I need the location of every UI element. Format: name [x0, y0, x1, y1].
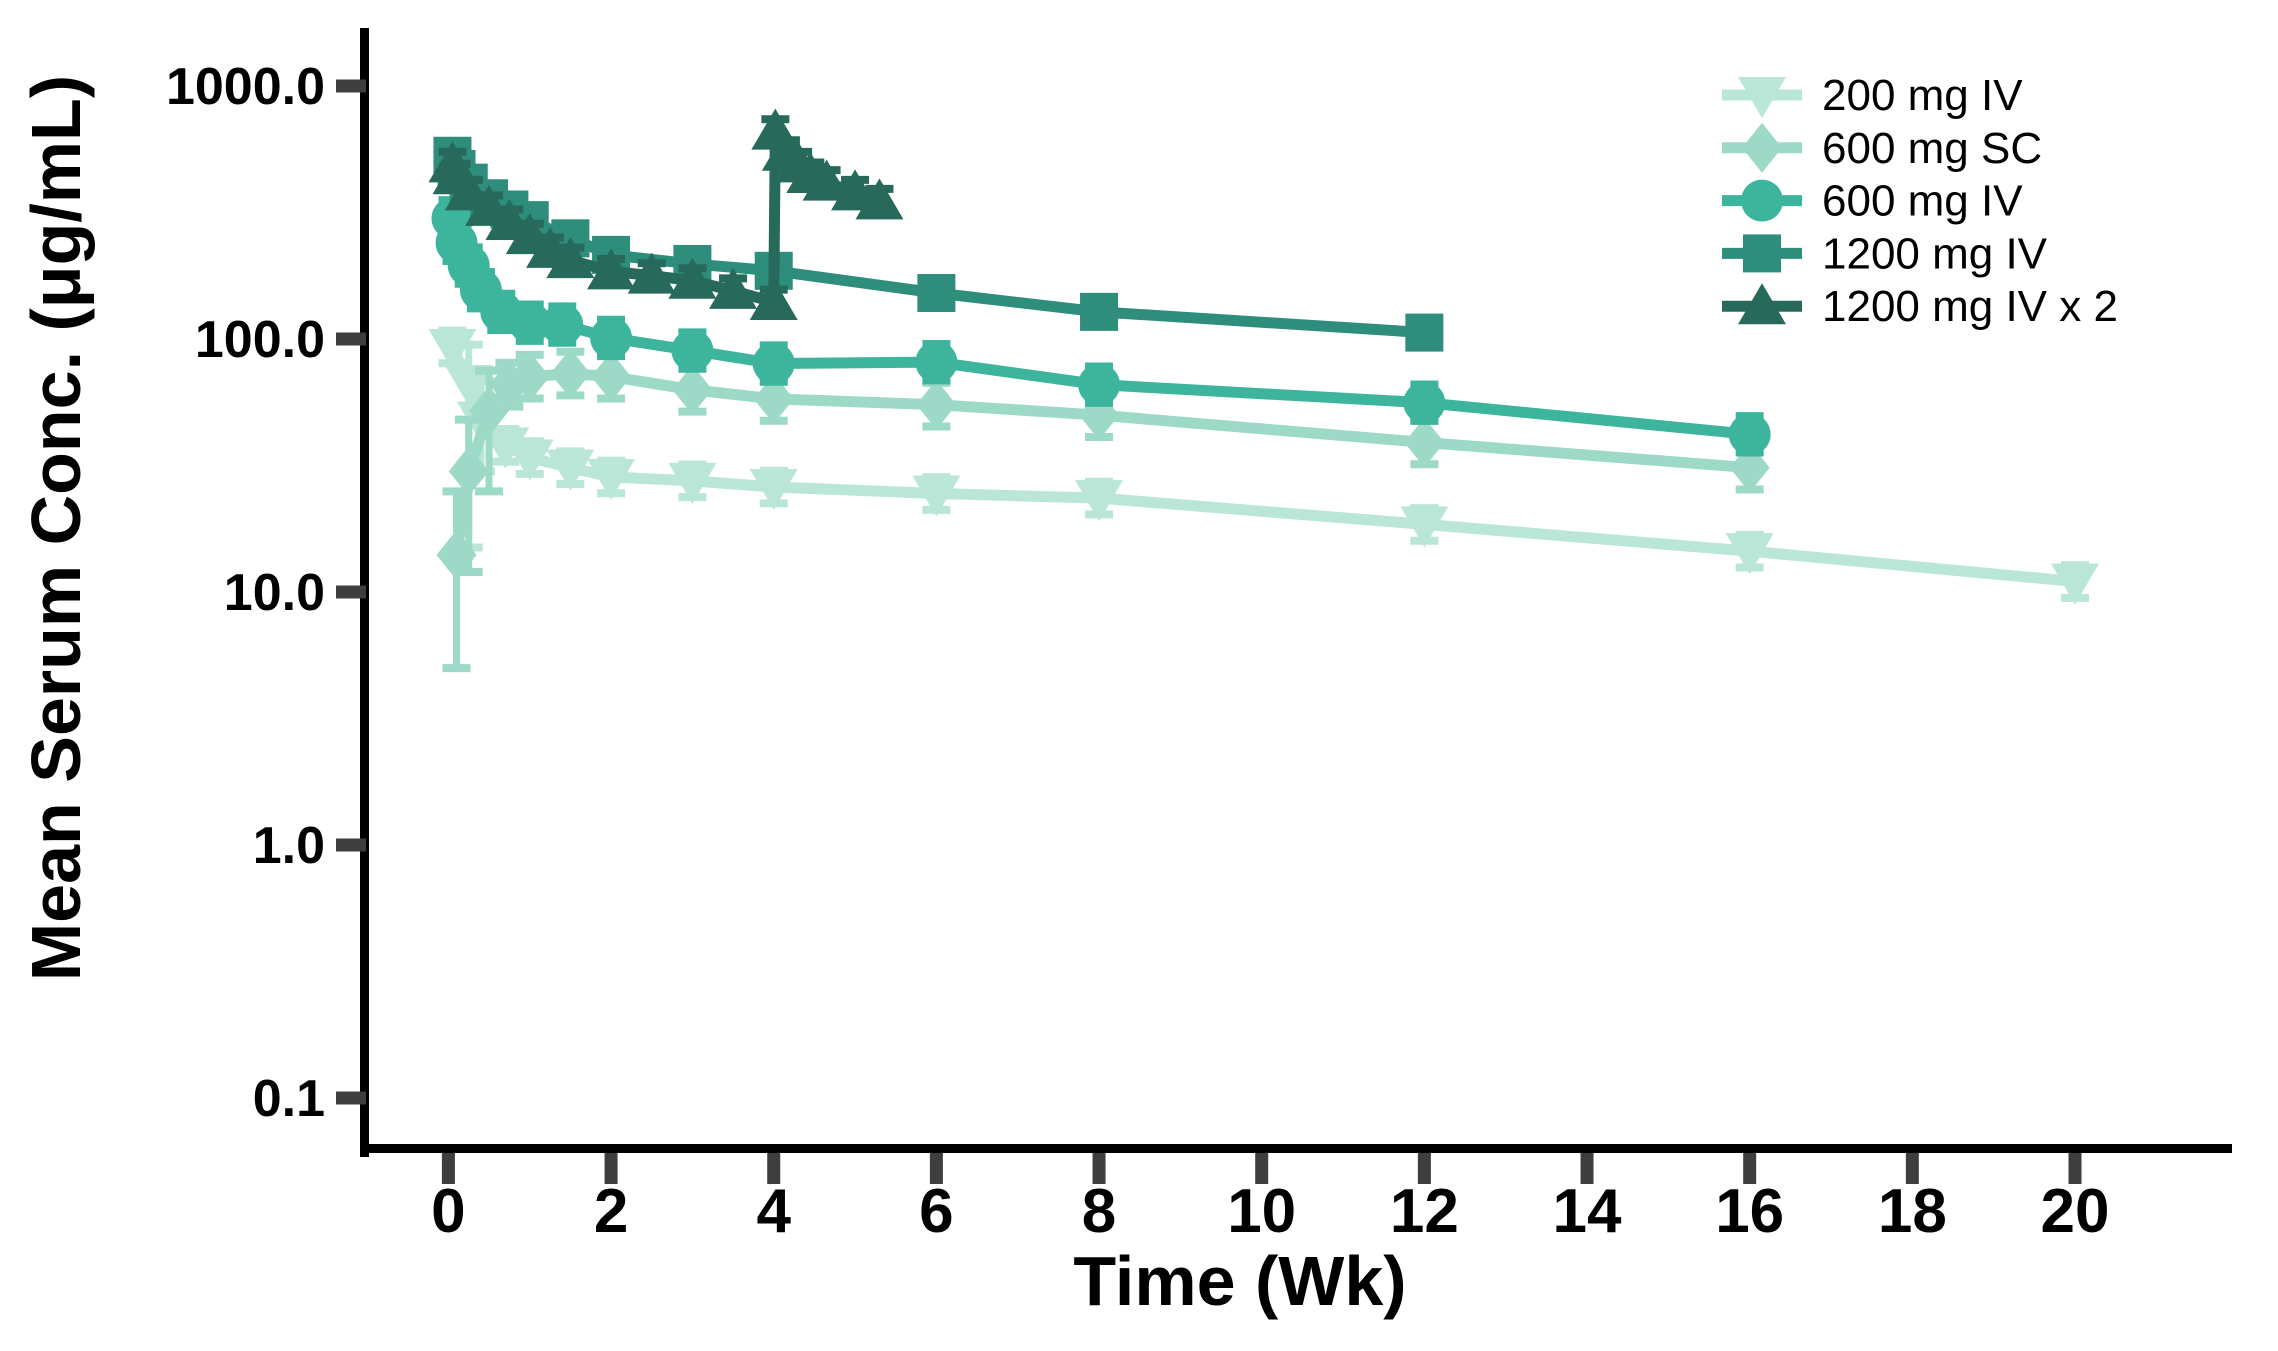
y-tick-label: 1.0	[253, 817, 325, 875]
data-point-diamond	[469, 385, 510, 436]
data-point-triangle-down	[749, 469, 798, 511]
x-tick	[1092, 1153, 1106, 1184]
y-tick	[336, 585, 366, 599]
data-point-diamond	[1404, 417, 1445, 468]
y-tick-label: 0.1	[253, 1070, 325, 1128]
data-point-diamond	[1742, 122, 1782, 173]
y-tick	[336, 1091, 366, 1105]
data-point-circle	[508, 301, 551, 344]
y-tick	[336, 838, 366, 852]
legend-item-1200-mg-iv: 1200 mg IV	[1722, 229, 2048, 278]
data-point-triangle-down	[1075, 480, 1124, 522]
data-point-triangle-down	[444, 365, 493, 407]
x-tick	[441, 1153, 455, 1184]
data-point-triangle-up	[1738, 283, 1786, 325]
data-point-triangle-down	[1738, 77, 1786, 118]
data-point-square	[1405, 313, 1444, 352]
legend-label: 200 mg IV	[1822, 71, 2023, 120]
x-tick-label: 10	[1227, 1177, 1296, 1246]
x-tick-label: 8	[1082, 1177, 1116, 1246]
data-point-diamond	[550, 348, 591, 399]
data-point-triangle-down	[1400, 506, 1449, 548]
legend-label: 1200 mg IV x 2	[1822, 282, 2118, 331]
y-tick-label: 1000.0	[166, 58, 325, 116]
legend-label: 1200 mg IV	[1822, 229, 2048, 278]
data-point-triangle-down	[912, 475, 961, 517]
x-tick-label: 14	[1553, 1177, 1622, 1246]
data-point-square	[1743, 234, 1781, 273]
x-tick	[1255, 1153, 1269, 1184]
data-point-triangle-up	[855, 178, 904, 220]
x-tick-label: 20	[2041, 1177, 2110, 1246]
data-point-triangle-down	[428, 328, 477, 370]
data-point-triangle-up	[709, 267, 758, 309]
x-tick	[1417, 1153, 1431, 1184]
data-point-triangle-down	[587, 458, 636, 500]
data-point-triangle-down	[1725, 533, 1774, 575]
x-tick-label: 16	[1715, 1177, 1784, 1246]
data-point-triangle-up	[546, 237, 595, 279]
x-tick-label: 12	[1390, 1177, 1459, 1246]
data-point-diamond	[916, 379, 957, 430]
data-point-diamond	[753, 373, 794, 424]
data-point-triangle-up	[668, 257, 717, 299]
series-1200-mg-iv	[433, 136, 1444, 352]
data-point-diamond	[436, 530, 477, 581]
x-tick	[1580, 1153, 1594, 1184]
data-point-triangle-down	[668, 462, 717, 504]
data-point-square	[1080, 292, 1119, 331]
x-tick	[767, 1153, 781, 1184]
data-point-triangle-up	[802, 159, 851, 201]
x-axis-line	[360, 1144, 2232, 1153]
data-point-diamond	[448, 446, 489, 497]
legend-label: 600 mg SC	[1822, 124, 2042, 173]
data-point-triangle-up	[587, 248, 636, 290]
x-tick-label: 6	[919, 1177, 953, 1246]
data-point-triangle-down	[481, 427, 530, 469]
x-tick-label: 2	[594, 1177, 628, 1246]
x-tick	[2068, 1153, 2082, 1184]
data-point-triangle-up	[627, 252, 676, 294]
data-point-circle	[915, 341, 958, 384]
y-axis-title: Mean Serum Conc. (μg/mL)	[17, 75, 95, 981]
legend-label: 600 mg IV	[1822, 177, 2023, 226]
x-tick	[604, 1153, 618, 1184]
data-point-diamond	[591, 351, 632, 402]
data-point-circle	[1078, 363, 1121, 406]
x-tick	[929, 1153, 943, 1184]
x-tick-label: 4	[756, 1177, 791, 1246]
y-tick-label: 10.0	[224, 564, 325, 622]
x-axis-title: Time (Wk)	[1073, 1242, 1406, 1320]
legend-item-200-mg-iv: 200 mg IV	[1722, 71, 2023, 120]
y-tick-label: 100.0	[195, 311, 325, 369]
legend-item-1200-mg-iv-x-2: 1200 mg IV x 2	[1722, 282, 2118, 331]
data-point-square	[917, 273, 956, 312]
data-point-triangle-down	[2051, 563, 2099, 605]
x-tick-label: 18	[1878, 1177, 1947, 1246]
data-point-circle	[541, 303, 584, 346]
data-point-triangle-down	[546, 449, 595, 491]
data-point-circle	[671, 329, 714, 372]
data-point-diamond	[489, 359, 530, 410]
data-point-circle	[1728, 413, 1771, 456]
legend-item-600-mg-sc: 600 mg SC	[1722, 122, 2042, 173]
legend-item-600-mg-iv: 600 mg IV	[1722, 177, 2023, 226]
data-point-diamond	[509, 351, 550, 402]
x-tick	[1743, 1153, 1757, 1184]
y-tick	[336, 79, 366, 93]
data-point-diamond	[672, 364, 713, 415]
data-point-circle	[590, 316, 633, 359]
data-point-circle	[1741, 179, 1783, 222]
x-tick-label: 0	[431, 1177, 465, 1246]
data-point-circle	[1403, 381, 1446, 424]
x-tick	[1905, 1153, 1919, 1184]
series-1200-mg-iv-x-2	[428, 108, 904, 321]
data-point-circle	[752, 342, 795, 385]
y-tick	[336, 332, 366, 346]
data-point-triangle-up	[749, 279, 798, 321]
data-point-triangle-down	[505, 439, 554, 481]
